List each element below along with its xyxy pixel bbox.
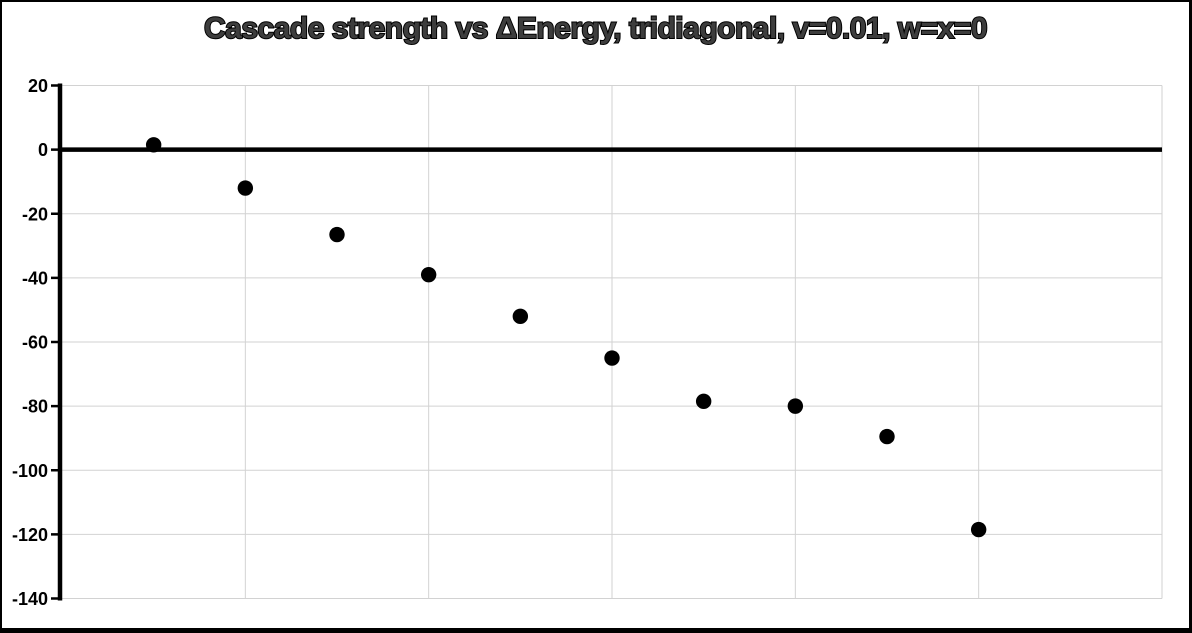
y-tick-label: -20 (22, 204, 48, 224)
data-point (604, 350, 620, 366)
y-tick-label: 20 (28, 76, 48, 96)
y-tick-label: -100 (12, 461, 48, 481)
chart-title: Cascade strength vs ΔEnergy, tridiagonal… (203, 11, 989, 46)
data-point (787, 398, 804, 414)
y-tick-label: 0 (38, 140, 48, 160)
data-point (237, 180, 254, 196)
y-tick-label: -40 (22, 268, 48, 288)
data-point (695, 393, 712, 410)
y-tick-label: -120 (12, 525, 48, 545)
y-tick-label: -60 (22, 333, 48, 353)
y-tick-label: -140 (12, 589, 48, 609)
data-point (329, 226, 345, 243)
data-point (420, 266, 437, 283)
data-point (879, 428, 895, 445)
data-point (970, 521, 987, 538)
y-tick-label: -80 (22, 397, 48, 417)
data-point (512, 308, 529, 325)
data-point (145, 137, 162, 153)
